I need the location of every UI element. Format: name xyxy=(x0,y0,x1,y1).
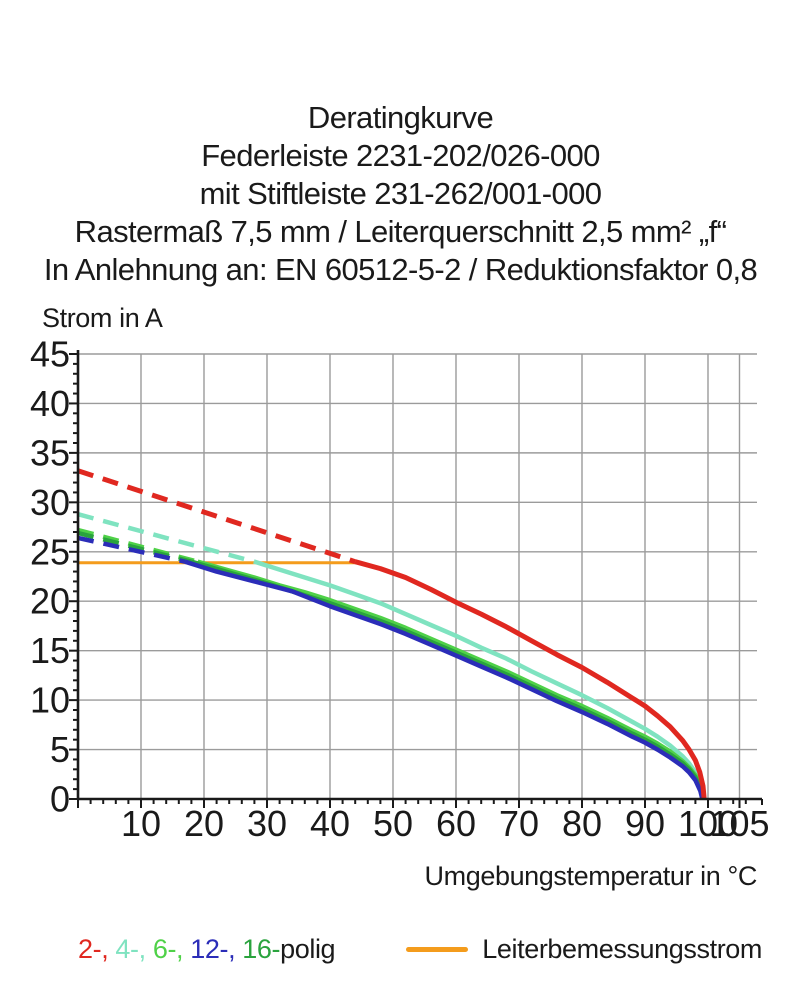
rated-current-line-swatch xyxy=(406,947,469,952)
svg-text:20: 20 xyxy=(184,803,224,844)
svg-text:5: 5 xyxy=(50,729,70,770)
legend-poles: 2-, 4-, 6-, 12-, 16-polig xyxy=(78,934,336,965)
svg-text:0: 0 xyxy=(50,779,70,820)
svg-text:30: 30 xyxy=(30,482,70,523)
rated-current-label: Leiterbemessungsstrom xyxy=(482,934,762,964)
x-axis-label: Umgebungstemperatur in °C xyxy=(424,861,758,891)
svg-text:70: 70 xyxy=(499,803,539,844)
legend-pole-entry: 2-, xyxy=(78,934,116,964)
svg-text:25: 25 xyxy=(30,531,70,572)
legend-pole-entry: 6-, xyxy=(152,934,191,964)
svg-text:45: 45 xyxy=(30,333,70,374)
svg-text:80: 80 xyxy=(562,803,602,844)
svg-text:100: 100 xyxy=(678,803,738,844)
svg-text:105: 105 xyxy=(709,803,769,844)
svg-text:40: 40 xyxy=(30,383,70,424)
svg-text:15: 15 xyxy=(30,630,70,671)
y-axis-label: Strom in A xyxy=(42,303,163,333)
svg-text:10: 10 xyxy=(121,803,161,844)
title-line: Federleiste 2231-202/026-000 xyxy=(201,138,600,173)
svg-text:90: 90 xyxy=(625,803,665,844)
svg-text:50: 50 xyxy=(373,803,413,844)
svg-text:60: 60 xyxy=(436,803,476,844)
legend-rated-current: Leiterbemessungsstrom xyxy=(406,934,762,965)
svg-text:30: 30 xyxy=(247,803,287,844)
svg-text:35: 35 xyxy=(30,432,70,473)
title-line: In Anlehnung an: EN 60512-5-2 / Reduktio… xyxy=(43,252,758,287)
svg-text:20: 20 xyxy=(30,581,70,622)
svg-text:40: 40 xyxy=(310,803,350,844)
legend-pole-entry: 12-, xyxy=(190,934,243,964)
title-line: Deratingkurve xyxy=(307,100,494,135)
legend-pole-entry: polig xyxy=(280,934,336,964)
chart-title-block: Deratingkurve Federleiste 2231-202/026-0… xyxy=(0,99,801,289)
legend-pole-entry: 16- xyxy=(242,934,281,964)
title-line: Rastermaß 7,5 mm / Leiterquerschnitt 2,5… xyxy=(74,214,727,249)
title-line: mit Stiftleiste 231-262/001-000 xyxy=(199,176,602,211)
svg-text:10: 10 xyxy=(30,680,70,721)
legend-pole-entry: 4-, xyxy=(115,934,153,964)
